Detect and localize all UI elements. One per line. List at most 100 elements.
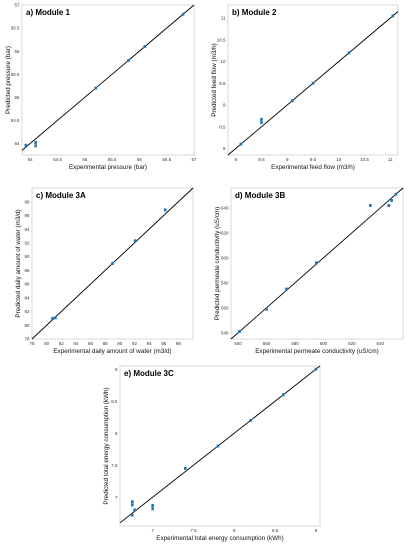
- data-point: [34, 144, 37, 148]
- data-point: [34, 141, 37, 145]
- x-tick-label: 8: [233, 528, 236, 533]
- x-tick-label: 10: [336, 157, 342, 162]
- data-point: [111, 262, 114, 265]
- x-tick-label: 84: [73, 341, 79, 346]
- data-point: [133, 508, 136, 512]
- tick-labels: 8 8.5 9 9.5 10 10.5 11 8 8.5 9 9.5 10 10.5 11: [217, 16, 393, 162]
- data-point: [24, 143, 28, 147]
- data-point: [51, 316, 54, 320]
- x-tick-label: 98: [176, 341, 182, 346]
- y-tick-label: 55: [14, 95, 20, 100]
- x-tick-label: 620: [348, 341, 356, 346]
- panel-title: b) Module 2: [232, 8, 277, 17]
- data-point: [94, 86, 98, 90]
- y-tick-label: 78: [24, 337, 30, 342]
- y-tick-label: 8.5: [219, 124, 226, 129]
- y-tick-label: 94: [24, 227, 30, 232]
- data-point: [314, 261, 318, 265]
- data-points: [130, 367, 318, 517]
- y-axis-label: Predicted permeate conductivity (uS/cm): [214, 207, 221, 320]
- x-tick-label: 94: [147, 341, 153, 346]
- y-tick-label: 10.5: [217, 37, 226, 42]
- data-points: [24, 12, 185, 148]
- x-tick-label: 80: [44, 341, 50, 346]
- panel-title: d) Module 3B: [235, 191, 285, 200]
- x-tick-label: 90: [117, 341, 123, 346]
- data-point: [291, 99, 294, 103]
- x-tick-label: 7: [151, 528, 154, 533]
- data-point: [130, 500, 134, 504]
- y-tick-label: 54: [14, 141, 20, 146]
- y-tick-label: 56: [14, 49, 20, 54]
- data-point: [281, 393, 285, 397]
- y-tick-label: 540: [221, 330, 229, 335]
- x-axis-label: Experimental permeate conductivity (uS/c…: [255, 348, 379, 355]
- x-axis-label: Experimental pressure (bar): [69, 164, 147, 171]
- data-point: [249, 418, 252, 422]
- y-tick-label: 98: [24, 199, 30, 204]
- data-point: [238, 330, 241, 334]
- data-points: [51, 208, 167, 320]
- plot-frame: [21, 4, 195, 156]
- identity-line: [21, 4, 195, 151]
- y-tick-label: 80: [24, 323, 30, 328]
- x-tick-label: 7.5: [190, 528, 197, 533]
- data-point: [151, 504, 154, 508]
- data-point: [265, 307, 268, 311]
- x-tick-label: 8: [234, 157, 237, 162]
- x-tick-label: 9: [315, 528, 318, 533]
- panel-title: e) Module 3C: [124, 369, 174, 378]
- y-tick-label: 8: [115, 431, 118, 436]
- y-tick-label: 560: [221, 305, 229, 310]
- y-tick-label: 11: [221, 16, 226, 21]
- y-tick-label: 56.5: [11, 26, 20, 31]
- data-point: [369, 203, 372, 207]
- data-point: [151, 507, 154, 511]
- data-point: [216, 444, 220, 448]
- y-tick-label: 9: [223, 103, 226, 108]
- data-point: [387, 203, 391, 207]
- panel-module-3c: e) Module 3C Experimental total energy c…: [103, 365, 321, 542]
- tick-labels: 540 560 580 600 620 640 540 560 580 600 620 640: [221, 206, 385, 346]
- y-tick-label: 9: [115, 367, 118, 372]
- panel-module-3a: c) Module 3A Experimental daily amount o…: [15, 187, 194, 355]
- y-tick-label: 90: [24, 254, 30, 259]
- data-points: [239, 14, 395, 146]
- x-tick-label: 56: [137, 157, 143, 162]
- y-tick-label: 88: [24, 268, 30, 273]
- x-tick-label: 9.5: [310, 157, 317, 162]
- data-point: [314, 367, 318, 371]
- y-tick-label: 7: [115, 495, 118, 500]
- data-points: [238, 192, 398, 334]
- data-point: [127, 58, 130, 62]
- data-point: [163, 208, 167, 212]
- y-tick-label: 82: [24, 309, 30, 314]
- y-tick-label: 7.5: [111, 463, 118, 468]
- y-tick-label: 86: [24, 282, 30, 287]
- x-tick-label: 540: [234, 341, 242, 346]
- x-tick-label: 600: [320, 341, 328, 346]
- x-tick-label: 88: [103, 341, 109, 346]
- y-tick-label: 8.5: [111, 399, 118, 404]
- x-axis-label: Experimental daily amount of water (m3/d…: [53, 348, 171, 355]
- x-tick-label: 57: [191, 157, 197, 162]
- x-tick-label: 92: [132, 341, 138, 346]
- data-point: [260, 120, 263, 124]
- x-tick-label: 580: [291, 341, 299, 346]
- data-point: [260, 117, 263, 121]
- y-tick-label: 9.5: [219, 81, 226, 86]
- data-point: [311, 81, 315, 85]
- data-point: [181, 12, 185, 16]
- plot-frame: [31, 187, 194, 340]
- identity-line: [119, 365, 321, 524]
- x-tick-label: 78: [29, 341, 35, 346]
- x-tick-label: 11: [388, 157, 393, 162]
- x-tick-label: 55.5: [108, 157, 117, 162]
- y-axis-label: Predicted total energy consumption (kWh): [103, 387, 110, 504]
- x-tick-label: 8.5: [272, 528, 279, 533]
- plot-frame: [119, 365, 321, 527]
- y-tick-label: 57: [14, 3, 20, 8]
- x-tick-label: 86: [88, 341, 94, 346]
- x-axis-label: Experimental feed flow (m3/h): [271, 164, 355, 171]
